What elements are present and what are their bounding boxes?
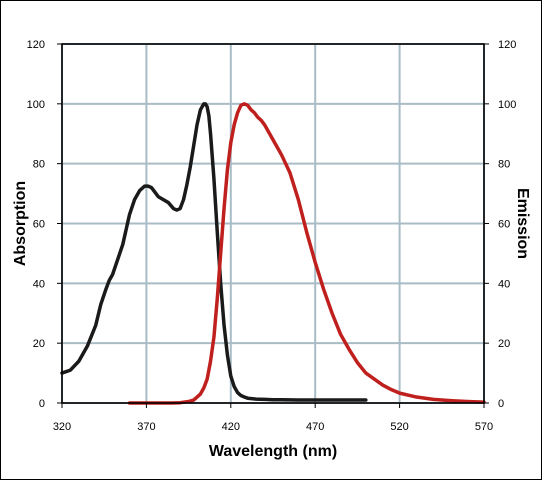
y-tick-label-right: 100: [498, 99, 516, 111]
emission-curve: [127, 102, 486, 405]
absorption-curve: [60, 102, 368, 402]
y-tick-label-left: 60: [33, 219, 45, 231]
x-tick-label: 520: [390, 421, 408, 433]
y-tick-label-right: 120: [498, 39, 516, 51]
y-tick-label-left: 80: [33, 159, 45, 171]
grid-lines: [61, 43, 485, 404]
x-tick-label: 470: [306, 421, 324, 433]
y-tick-label-right: 60: [498, 219, 510, 231]
x-tick-label: 570: [475, 421, 493, 433]
x-tick-label: 320: [53, 421, 71, 433]
y-tick-label-right: 0: [498, 398, 504, 410]
y-tick-label-right: 20: [498, 338, 510, 350]
y-tick-label-right: 80: [498, 159, 510, 171]
y-tick-label-right: 40: [498, 278, 510, 290]
y-tick-label-left: 20: [33, 338, 45, 350]
y-tick-label-left: 100: [27, 99, 45, 111]
y-axis-title-right: Emission: [514, 188, 531, 259]
y-tick-label-left: 40: [33, 278, 45, 290]
series-group: [60, 102, 486, 405]
x-tick-label: 420: [222, 421, 240, 433]
ticks-group: 320 370 420 470 520 570 0 20 40 60 80 100 120 0 20 40 60…: [27, 39, 517, 433]
y-axis-title-left: Absorption: [12, 181, 29, 266]
y-tick-label-left: 120: [27, 39, 45, 51]
x-tick-label: 370: [137, 421, 155, 433]
y-tick-label-left: 0: [39, 398, 45, 410]
x-axis-title: Wavelength (nm): [209, 443, 337, 460]
